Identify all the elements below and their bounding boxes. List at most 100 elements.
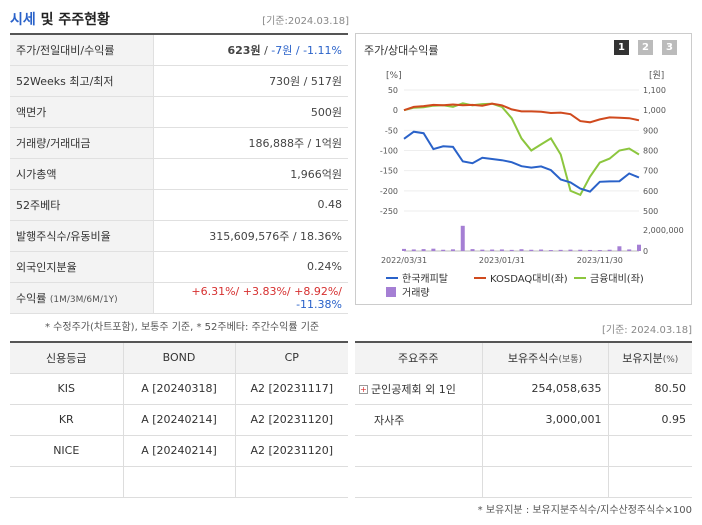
- vol-tick-label: 2,000,000: [643, 226, 684, 235]
- row-value: 186,888주 / 1억원: [153, 127, 348, 159]
- expand-icon[interactable]: +: [359, 385, 368, 394]
- left-tick-label: -100: [380, 147, 398, 156]
- left-tick-label: -150: [380, 167, 398, 176]
- volume-bar: [617, 246, 622, 251]
- price: 623원: [227, 43, 261, 57]
- price-line: [403, 130, 640, 193]
- left-unit: [%]: [386, 71, 402, 81]
- footnote-quote: * 수정주가(차트포함), 보통주 기준, * 52주베타: 주간수익률 기준: [45, 322, 320, 333]
- legend-label: KOSDAQ대비(좌): [490, 273, 568, 285]
- row-label: 주가/전일대비/수익률: [10, 34, 154, 66]
- right-tick-label: 1,000: [643, 106, 666, 115]
- volume-bar: [509, 249, 514, 251]
- row-label: 거래량/거래대금: [10, 127, 154, 159]
- right-tick-label: 800: [643, 147, 658, 156]
- section-title: 시세 및 주주현황: [10, 12, 110, 28]
- volume-bar: [499, 249, 504, 251]
- x-tick-label: 2023/01/31: [479, 256, 525, 265]
- change: -7원: [271, 43, 293, 57]
- volume-bar: [539, 249, 544, 251]
- right-tick-label: 600: [643, 187, 658, 196]
- row-label: 수익률 (1M/3M/6M/1Y): [10, 282, 154, 314]
- volume-bar: [637, 244, 641, 251]
- volume-bar: [558, 249, 563, 251]
- col-header: 주요주주: [355, 342, 483, 374]
- right-tick-label: 700: [643, 167, 658, 176]
- row-label: 52Weeks 최고/최저: [10, 65, 154, 97]
- volume-bar: [568, 249, 573, 251]
- credit-rating-table: 신용등급 BOND CP KIS A [20240318] A2 [20231117…: [10, 341, 348, 498]
- volume-bar: [578, 249, 583, 251]
- row-label: 시가총액: [10, 158, 154, 190]
- vol-tick-label: 0: [643, 247, 648, 256]
- row-value: 315,609,576주 / 18.36%: [153, 220, 348, 252]
- col-header: 보유지분(%): [608, 342, 692, 374]
- volume-bar: [490, 249, 495, 251]
- right-tick-label: 900: [643, 126, 658, 135]
- col-header: CP: [235, 342, 348, 374]
- volume-bar: [548, 250, 553, 251]
- legend-label: 한국캐피탈: [402, 272, 448, 285]
- row-value: 730원 / 517원: [153, 65, 348, 97]
- right-unit: [원]: [649, 70, 664, 81]
- col-header: 보유주식수(보통): [482, 342, 609, 374]
- volume-bar: [529, 249, 534, 251]
- chart-page-1-button[interactable]: 1: [614, 40, 629, 55]
- volume-bar: [421, 249, 426, 251]
- left-tick-label: -200: [380, 187, 398, 196]
- row-value: 500원: [153, 96, 348, 128]
- price-chart: [%] [원] 50 1,100 0 1,000 -50 900 -100 800 -150 700 -…: [380, 70, 684, 299]
- left-tick-label: 50: [388, 86, 398, 95]
- table-row: KIS A [20240318] A2 [20231117]: [10, 373, 348, 405]
- row-value: 1,966억원: [153, 158, 348, 190]
- base-date: [기준:2024.03.18]: [262, 16, 349, 27]
- chart-page-2-button[interactable]: 2: [638, 40, 653, 55]
- right-tick-label: 1,100: [643, 86, 666, 95]
- footnote-holders: * 보유지분 : 보유지분주식수/지수산정주식수×100: [477, 505, 692, 516]
- row-value: 0.48: [153, 189, 348, 221]
- right-tick-label: 500: [643, 207, 658, 216]
- legend-label: 금융대비(좌): [590, 273, 644, 285]
- row-label: 발행주식수/유동비율: [10, 220, 154, 252]
- volume-bar: [431, 248, 436, 251]
- row-label: 액면가: [10, 96, 154, 128]
- col-header: BOND: [123, 342, 236, 374]
- col-header: 신용등급: [10, 342, 124, 374]
- major-holders-table: 주요주주 보유주식수(보통) 보유지분(%) + 군인공제회 외 1인 254,0…: [355, 341, 692, 498]
- volume-bar: [588, 249, 593, 251]
- chart-title: 주가/상대수익률: [364, 44, 439, 57]
- returns-value: +6.31%/ +3.83%/ +8.92%/ -11.38%: [153, 282, 348, 314]
- left-tick-label: -250: [380, 207, 398, 216]
- volume-bar: [470, 249, 475, 251]
- chart-page-3-button[interactable]: 3: [662, 40, 677, 55]
- x-tick-label: 2022/03/31: [381, 256, 427, 265]
- table-row: NICE A [20240214] A2 [20231120]: [10, 435, 348, 467]
- table-row: [10, 466, 348, 498]
- volume-bar: [460, 225, 465, 251]
- volume-bar: [597, 250, 602, 251]
- legend-label: 거래량: [402, 287, 430, 299]
- rate: -1.11%: [303, 43, 342, 57]
- chart-panel: 주가/상대수익률 1 2 3 [%] [원] 50 1,100 0 1,000 -50 900…: [355, 33, 692, 305]
- kosdaq-relative-line: [403, 102, 640, 124]
- legend-swatch: [386, 287, 396, 297]
- volume-bar: [411, 249, 416, 251]
- row-value: 0.24%: [153, 251, 348, 283]
- row-label: 52주베타: [10, 189, 154, 221]
- row-label: 외국인지분율: [10, 251, 154, 283]
- table-row: [355, 435, 692, 467]
- left-tick-label: 0: [393, 106, 398, 115]
- table-row: [355, 466, 692, 498]
- left-tick-label: -50: [385, 126, 398, 135]
- volume-bar: [519, 249, 524, 251]
- quote-row-price: 주가/전일대비/수익률 623원 / -7원 / -1.11%: [10, 34, 348, 66]
- base-date-2: [기준: 2024.03.18]: [601, 325, 692, 336]
- volume-bar: [627, 249, 632, 251]
- holder-name: 자사주: [355, 404, 483, 436]
- table-row: + 군인공제회 외 1인 254,058,635 80.50: [355, 373, 692, 405]
- holder-name[interactable]: 군인공제회 외 1인: [371, 382, 456, 396]
- volume-bar: [607, 249, 612, 251]
- volume-bar: [402, 248, 406, 251]
- volume-bar: [441, 249, 446, 251]
- volume-bar: [480, 249, 485, 251]
